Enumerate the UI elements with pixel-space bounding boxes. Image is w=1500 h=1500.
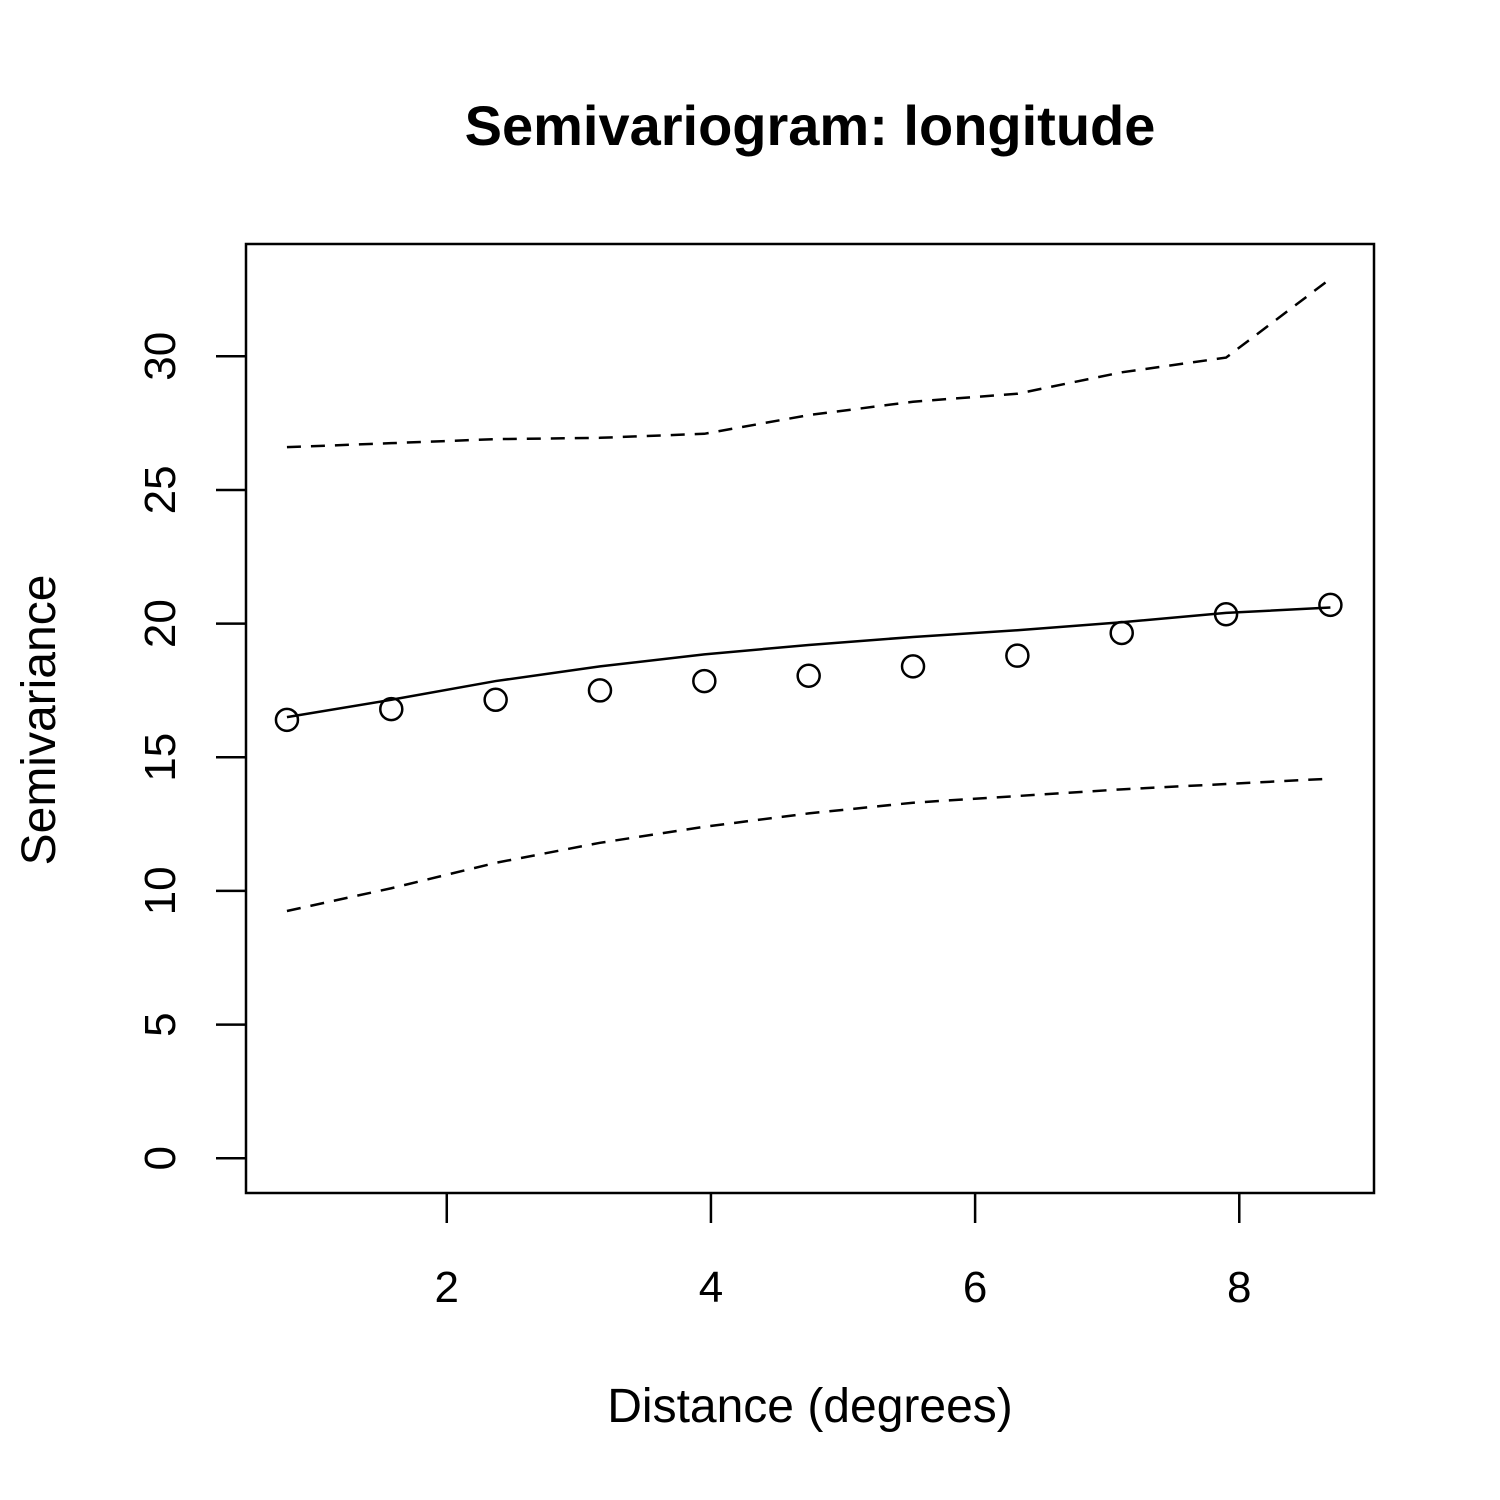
observed-points xyxy=(274,592,1343,733)
x-axis: 2 4 6 8 xyxy=(435,1193,1252,1312)
lower-envelope-line xyxy=(286,777,1331,913)
fitted-line xyxy=(286,606,1331,719)
x-tick-label: 6 xyxy=(963,1263,987,1312)
data-point xyxy=(692,668,717,694)
x-tick-label: 8 xyxy=(1227,1263,1251,1312)
x-tick-label: 4 xyxy=(699,1263,723,1312)
y-tick-label: 10 xyxy=(136,866,185,915)
y-axis-label: Semivariance xyxy=(13,575,66,866)
data-point xyxy=(483,687,508,713)
upper-envelope-line xyxy=(286,277,1332,449)
y-tick-label: 0 xyxy=(136,1146,185,1170)
series-lines xyxy=(286,277,1332,913)
y-axis: 0 5 10 15 20 25 30 xyxy=(136,332,246,1170)
data-point xyxy=(796,663,821,688)
data-point xyxy=(1318,592,1343,618)
data-point xyxy=(900,654,926,679)
plot-frame xyxy=(244,242,1376,1195)
y-tick-label: 30 xyxy=(136,332,185,381)
x-axis-label: Distance (degrees) xyxy=(607,1380,1013,1433)
y-tick-label: 20 xyxy=(136,599,185,648)
data-point xyxy=(1005,643,1030,668)
y-tick-label: 5 xyxy=(136,1012,185,1036)
data-point xyxy=(1213,601,1239,627)
chart-title: Semivariogram: longitude xyxy=(465,94,1156,157)
data-point xyxy=(1109,620,1134,646)
data-point xyxy=(379,696,404,722)
y-tick-label: 15 xyxy=(136,733,185,782)
x-tick-label: 2 xyxy=(435,1263,459,1312)
y-tick-label: 25 xyxy=(136,465,185,514)
data-point xyxy=(587,678,613,703)
data-point xyxy=(274,707,300,733)
